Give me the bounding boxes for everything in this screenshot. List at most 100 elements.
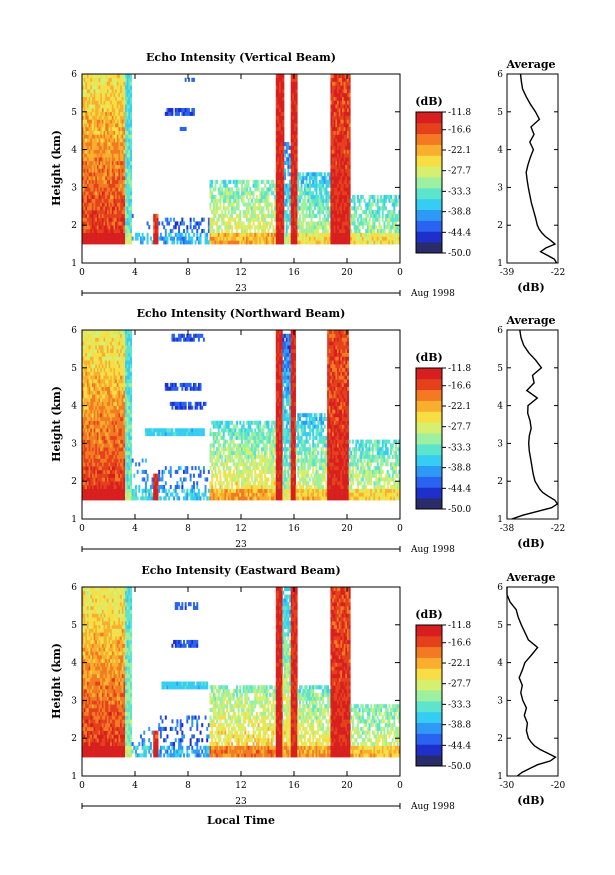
heatmap-cell [88,145,91,150]
heatmap-cell [123,111,126,116]
heatmap-cell [327,228,330,234]
heatmap-cell [292,225,295,230]
heatmap-cell [245,225,248,230]
heatmap-cell [154,225,157,230]
heatmap-cell [113,89,116,94]
heatmap-cell [229,240,232,245]
heatmap-cell [217,198,220,203]
colorbar-tick-label: -11.8 [448,108,471,118]
heatmap-cell [82,168,84,173]
heatmap-cell [98,81,101,86]
heatmap-cell [121,221,124,226]
heatmap-cell [101,202,104,207]
heatmap-cell [355,213,358,218]
heatmap-cell [308,183,311,188]
heatmap-cell [113,228,116,234]
heatmap-cell [125,187,128,192]
heatmap-cell [279,74,282,79]
heatmap-cell [287,191,290,196]
heatmap-cell [279,142,282,147]
heatmap-cell [123,138,126,143]
heatmap-cell [254,202,257,207]
heatmap-cell [280,149,283,154]
heatmap-cell [307,183,310,188]
heatmap-cell [85,183,88,188]
heatmap-cell [249,228,252,234]
heatmap-cell [254,240,257,245]
heatmap-cell [108,92,111,97]
heatmap-cell [292,210,295,215]
heatmap-cell [315,191,318,196]
heatmap-cell [227,194,230,200]
heatmap-cell [236,202,238,207]
heatmap-cell [106,119,109,124]
heatmap-cell [270,236,273,241]
heatmap-cell [290,108,293,113]
heatmap-cell [88,100,91,105]
heatmap-cell [275,134,278,139]
heatmap-cell [128,115,131,120]
average-y-tick-label: 3 [497,183,503,193]
heatmap-cell [128,134,131,139]
heatmap-cell [113,123,116,128]
heatmap-cell [279,179,282,184]
heatmap-cell [305,240,308,245]
heatmap-cell [192,111,195,116]
heatmap-cell [123,104,126,109]
heatmap-cell [128,108,131,113]
heatmap-cell [274,213,277,218]
heatmap-cell [106,225,109,230]
heatmap-cell [280,123,283,128]
heatmap-cell [224,210,227,215]
heatmap-cell [82,123,84,128]
heatmap-cell [279,115,282,120]
heatmap-cell [242,221,245,226]
heatmap-cell [164,228,167,234]
heatmap-cell [163,240,166,245]
heatmap-cell [163,236,166,241]
heatmap-cell [111,142,114,147]
heatmap-cell [93,138,96,143]
heatmap-cell [83,225,86,230]
heatmap-cell [247,221,250,226]
heatmap-cell [103,153,106,158]
heatmap-cell [265,236,268,241]
heatmap-cell [181,126,184,131]
heatmap-cell [234,225,237,230]
heatmap-cell [275,111,278,116]
heatmap-cell [272,225,275,230]
heatmap-cell [91,206,94,211]
heatmap-cell [277,183,280,188]
heatmap-cell [105,108,108,113]
heatmap-cell [110,176,113,181]
heatmap-cell [267,206,270,211]
heatmap-cell [292,213,295,218]
heatmap-cell [111,108,114,113]
heatmap-cell [90,74,93,79]
heatmap-cell [275,89,278,94]
heatmap-cell [307,172,310,177]
heatmap-cell [265,232,268,237]
heatmap-cell [254,228,257,234]
heatmap-cell [95,176,98,181]
heatmap-cell [110,149,113,154]
heatmap-cell [139,240,142,245]
heatmap-cell [260,236,263,241]
heatmap-cell [282,232,285,237]
heatmap-cell [95,236,98,241]
heatmap-cell [126,153,129,158]
heatmap-cell [284,217,287,222]
heatmap-cell [279,206,282,211]
heatmap-cell [121,138,124,143]
heatmap-cell [305,210,308,215]
heatmap-cell [257,217,260,222]
heatmap-cell [290,221,293,226]
heatmap-cell [294,179,296,184]
heatmap-cell [125,213,128,218]
heatmap-cell [126,187,129,192]
heatmap-cell [93,172,96,177]
heatmap-cell [300,232,303,237]
heatmap-cell [214,187,217,192]
heatmap-cell [214,221,217,226]
heatmap-cell [88,202,91,207]
